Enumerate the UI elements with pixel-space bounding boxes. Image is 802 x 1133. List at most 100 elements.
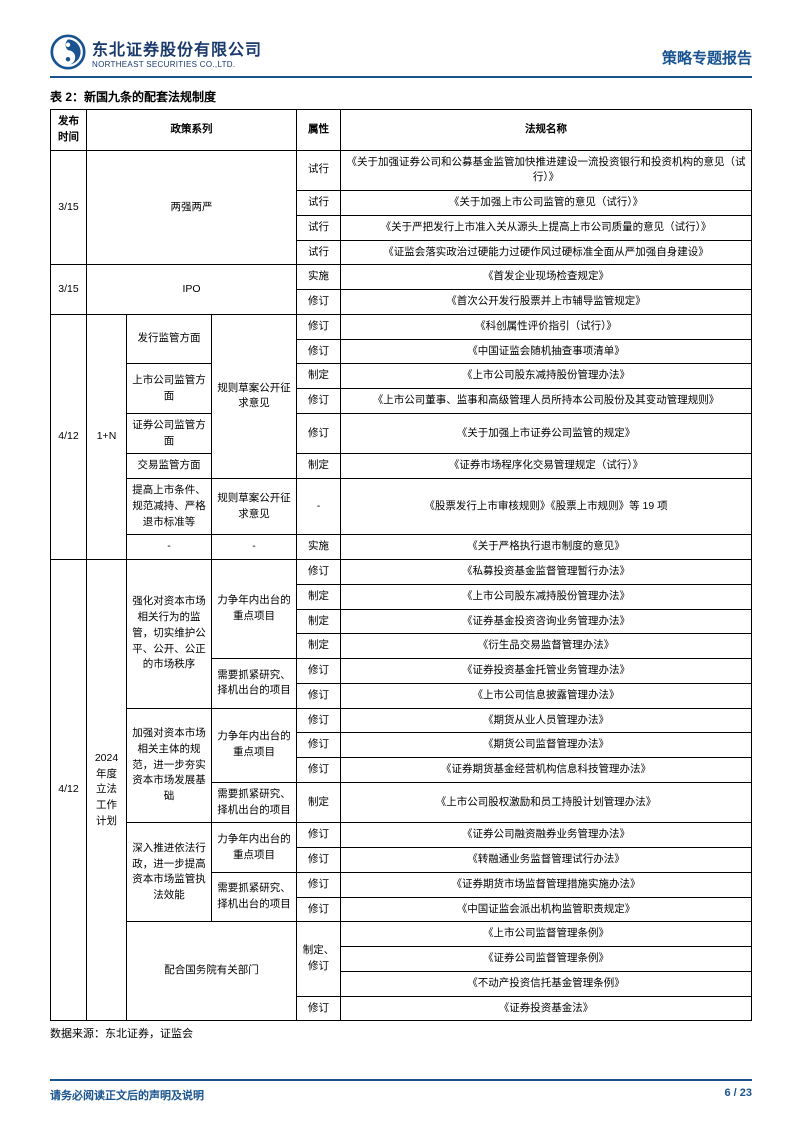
cell-attr: 修订 — [297, 389, 341, 414]
cell-name: 《证券期货基金经营机构信息科技管理办法》 — [341, 758, 752, 783]
cell-attr: 修订 — [297, 872, 341, 897]
cell-name: 《证券公司融资融券业务管理办法》 — [341, 823, 752, 848]
cell-attr: 修订 — [297, 733, 341, 758]
cell-name: 《股票发行上市审核规则》《股票上市规则》等 19 项 — [341, 479, 752, 535]
cell-name: 《衍生品交易监督管理办法》 — [341, 634, 752, 659]
data-source: 数据来源：东北证券，证监会 — [50, 1025, 752, 1041]
cell-attr: 制定、修订 — [297, 922, 341, 996]
cell-series-l3: 规则草案公开征求意见 — [212, 479, 297, 535]
cell-series-l3: 力争年内出台的重点项目 — [212, 560, 297, 659]
cell-attr: 试行 — [297, 215, 341, 240]
cell-attr: 制定 — [297, 782, 341, 823]
footer-note: 请务必阅读正文后的声明及说明 — [50, 1087, 204, 1103]
cell-attr: 实施 — [297, 535, 341, 560]
cell-attr: 修订 — [297, 848, 341, 873]
cell-attr: 制定 — [297, 454, 341, 479]
cell-name: 《中国证监会随机抽查事项清单》 — [341, 339, 752, 364]
table-header-row: 发布时间 政策系列 属性 法规名称 — [51, 110, 752, 151]
cell-name: 《关于加强上市公司监管的意见（试行）》 — [341, 191, 752, 216]
cell-series-l2: - — [127, 535, 212, 560]
cell-name: 《中国证监会派出机构监管职责规定》 — [341, 897, 752, 922]
hdr-date: 发布时间 — [51, 110, 87, 151]
cell-name: 《关于加强上市证券公司监管的规定》 — [341, 413, 752, 454]
cell-name: 《关于严格执行退市制度的意见》 — [341, 535, 752, 560]
cell-attr: 修订 — [297, 560, 341, 585]
cell-name: 《上市公司股东减持股份管理办法》 — [341, 364, 752, 389]
cell-series-l2: 加强对资本市场相关主体的规范，进一步夯实资本市场发展基础 — [127, 708, 212, 823]
company-logo-icon — [50, 34, 86, 70]
cell-name: 《转融通业务监督管理试行办法》 — [341, 848, 752, 873]
cell-date: 4/12 — [51, 560, 87, 1021]
cell-name: 《证券投资基金托管业务管理办法》 — [341, 659, 752, 684]
cell-series-l2: 提高上市条件、规范减持、严格退市标准等 — [127, 479, 212, 535]
cell-name: 《不动产投资信托基金管理条例》 — [341, 971, 752, 996]
cell-attr: 实施 — [297, 265, 341, 290]
cell-name: 《证券投资基金法》 — [341, 996, 752, 1021]
cell-series-l2: 证券公司监管方面 — [127, 413, 212, 454]
cell-series-l1: 1+N — [87, 314, 127, 559]
cell-series-l3: 需要抓紧研究、择机出台的项目 — [212, 659, 297, 709]
cell-attr: 修订 — [297, 823, 341, 848]
cell-attr: 修订 — [297, 683, 341, 708]
cell-name: 《私募投资基金监督管理暂行办法》 — [341, 560, 752, 585]
cell-series: 两强两严 — [87, 150, 297, 265]
cell-name: 《期货从业人员管理办法》 — [341, 708, 752, 733]
cell-series-l3: 力争年内出台的重点项目 — [212, 708, 297, 782]
table-title: 表 2：新国九条的配套法规制度 — [50, 88, 752, 105]
cell-date: 3/15 — [51, 265, 87, 315]
logo-area: 东北证券股份有限公司 NORTHEAST SECURITIES CO.,LTD. — [50, 34, 262, 70]
cell-attr: 修订 — [297, 290, 341, 315]
regulations-table: 发布时间 政策系列 属性 法规名称 3/15两强两严试行《关于加强证券公司和公募… — [50, 109, 752, 1021]
cell-attr: 制定 — [297, 634, 341, 659]
company-name-cn: 东北证券股份有限公司 — [92, 36, 262, 60]
cell-series-l3: - — [212, 535, 297, 560]
cell-attr: 修订 — [297, 708, 341, 733]
cell-name: 《上市公司信息披露管理办法》 — [341, 683, 752, 708]
cell-name: 《证券期货市场监督管理措施实施办法》 — [341, 872, 752, 897]
cell-name: 《首次公开发行股票并上市辅导监管规定》 — [341, 290, 752, 315]
cell-series-l2: 深入推进依法行政，进一步提高资本市场监管执法效能 — [127, 823, 212, 922]
cell-attr: 试行 — [297, 240, 341, 265]
cell-attr: 修订 — [297, 314, 341, 339]
hdr-name: 法规名称 — [341, 110, 752, 151]
cell-series-l3: 力争年内出台的重点项目 — [212, 823, 297, 873]
cell-attr: 修订 — [297, 758, 341, 783]
cell-attr: - — [297, 479, 341, 535]
cell-attr: 修订 — [297, 413, 341, 454]
cell-series-l2: 交易监管方面 — [127, 454, 212, 479]
cell-series-l2: 配合国务院有关部门 — [127, 922, 297, 1021]
report-type: 策略专题报告 — [662, 47, 752, 70]
cell-series-l3: 需要抓紧研究、择机出台的项目 — [212, 782, 297, 823]
cell-name: 《上市公司监督管理条例》 — [341, 922, 752, 947]
hdr-series: 政策系列 — [87, 110, 297, 151]
cell-name: 《首发企业现场检查规定》 — [341, 265, 752, 290]
cell-attr: 试行 — [297, 191, 341, 216]
cell-name: 《证监会落实政治过硬能力过硬作风过硬标准全面从严加强自身建设》 — [341, 240, 752, 265]
cell-attr: 修订 — [297, 339, 341, 364]
cell-series-l2: 上市公司监管方面 — [127, 364, 212, 414]
cell-name: 《科创属性评价指引（试行）》 — [341, 314, 752, 339]
cell-attr: 制定 — [297, 584, 341, 609]
cell-attr: 修订 — [297, 897, 341, 922]
cell-name: 《证券公司监督管理条例》 — [341, 947, 752, 972]
cell-series-l2: 发行监管方面 — [127, 314, 212, 364]
cell-attr: 制定 — [297, 609, 341, 634]
cell-series-l1: 2024 年度 立法 工作 计划 — [87, 560, 127, 1021]
cell-name: 《上市公司股东减持股份管理办法》 — [341, 584, 752, 609]
page-number: 6 / 23 — [724, 1087, 752, 1103]
cell-date: 4/12 — [51, 314, 87, 559]
cell-name: 《关于加强证券公司和公募基金监管加快推进建设一流投资银行和投资机构的意见（试行）… — [341, 150, 752, 191]
cell-name: 《证券市场程序化交易管理规定（试行）》 — [341, 454, 752, 479]
company-name-en: NORTHEAST SECURITIES CO.,LTD. — [92, 60, 262, 69]
hdr-attr: 属性 — [297, 110, 341, 151]
cell-series: IPO — [87, 265, 297, 315]
cell-name: 《关于严把发行上市准入关从源头上提高上市公司质量的意见（试行）》 — [341, 215, 752, 240]
cell-attr: 制定 — [297, 364, 341, 389]
cell-attr: 修订 — [297, 996, 341, 1021]
cell-attr: 修订 — [297, 659, 341, 684]
page-footer: 请务必阅读正文后的声明及说明 6 / 23 — [50, 1079, 752, 1103]
cell-name: 《上市公司股权激励和员工持股计划管理办法》 — [341, 782, 752, 823]
cell-name: 《期货公司监督管理办法》 — [341, 733, 752, 758]
cell-date: 3/15 — [51, 150, 87, 265]
cell-name: 《证券基金投资咨询业务管理办法》 — [341, 609, 752, 634]
